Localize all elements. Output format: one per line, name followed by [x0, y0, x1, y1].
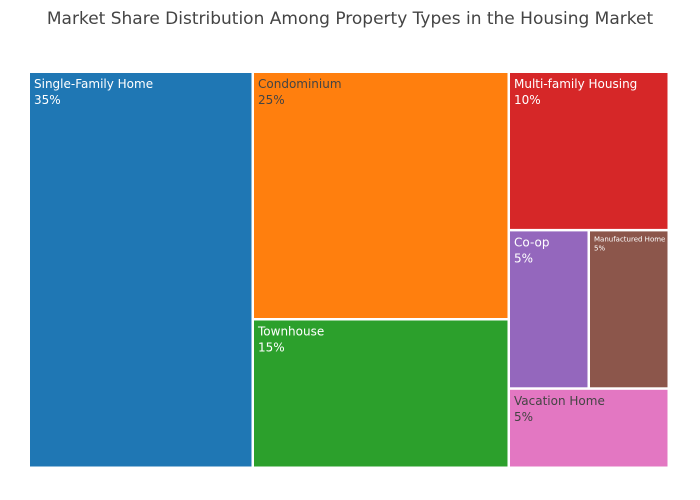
tile-single-family-home[interactable]: Single-Family Home 35%	[30, 73, 252, 467]
tile-value-multi-family-housing: 10%	[514, 93, 541, 107]
tile-vacation-home[interactable]: Vacation Home 5%	[510, 389, 668, 467]
tile-co-op[interactable]: Co-op 5%	[510, 231, 588, 388]
tile-label-manufactured-home: Manufactured Home	[594, 235, 665, 243]
tile-value-condominium: 25%	[258, 93, 285, 107]
tile-rect-co-op[interactable]	[510, 231, 588, 388]
tile-multi-family-housing[interactable]: Multi-family Housing 10%	[510, 73, 668, 229]
tile-value-townhouse: 15%	[258, 341, 285, 355]
tile-rect-single-family-home[interactable]	[30, 73, 252, 467]
tile-label-multi-family-housing: Multi-family Housing	[514, 77, 637, 91]
tile-label-townhouse: Townhouse	[257, 325, 324, 339]
tile-townhouse[interactable]: Townhouse 15%	[254, 320, 508, 467]
tile-rect-townhouse[interactable]	[254, 320, 508, 467]
tile-condominium[interactable]: Condominium 25%	[254, 73, 508, 318]
tile-rect-vacation-home[interactable]	[510, 389, 668, 467]
tile-rect-manufactured-home[interactable]	[590, 231, 668, 388]
tile-rect-condominium[interactable]	[254, 73, 508, 318]
tile-label-single-family-home: Single-Family Home	[34, 77, 153, 91]
tile-value-single-family-home: 35%	[34, 93, 61, 107]
tile-value-manufactured-home: 5%	[594, 244, 605, 252]
chart-title: Market Share Distribution Among Property…	[46, 9, 654, 29]
tile-value-co-op: 5%	[514, 251, 533, 265]
tile-label-vacation-home: Vacation Home	[514, 394, 605, 408]
tile-value-vacation-home: 5%	[514, 410, 533, 424]
tile-label-condominium: Condominium	[258, 77, 342, 91]
tile-rect-multi-family-housing[interactable]	[510, 73, 668, 229]
tile-label-co-op: Co-op	[514, 235, 549, 249]
